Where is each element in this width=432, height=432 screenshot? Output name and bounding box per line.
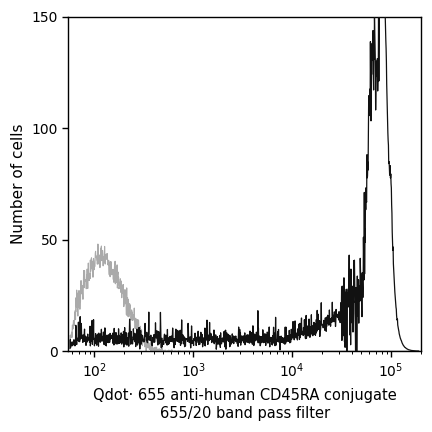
Y-axis label: Number of cells: Number of cells	[11, 124, 26, 244]
X-axis label: Qdot· 655 anti-human CD45RA conjugate
655/20 band pass filter: Qdot· 655 anti-human CD45RA conjugate 65…	[93, 388, 397, 421]
